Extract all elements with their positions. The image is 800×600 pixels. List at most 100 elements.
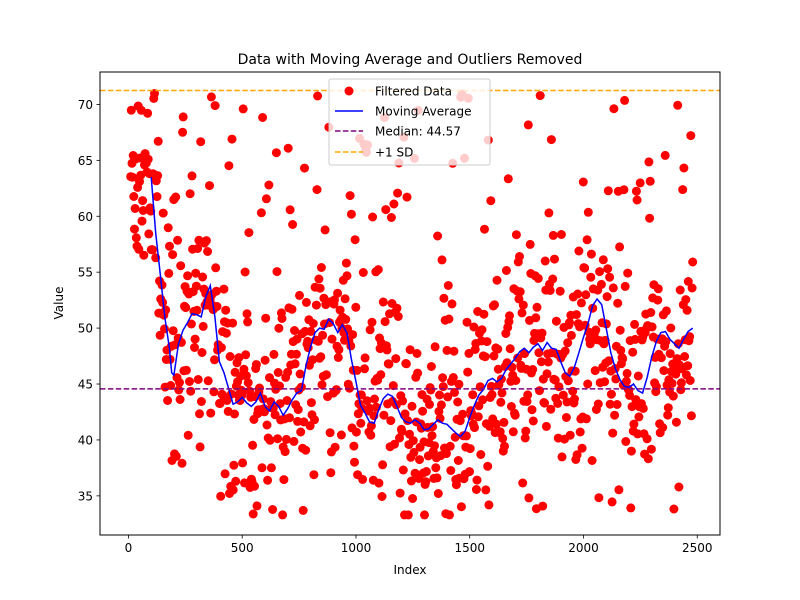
scatter-point — [356, 418, 366, 428]
scatter-point — [272, 267, 282, 277]
scatter-point — [301, 297, 311, 307]
scatter-point — [476, 450, 486, 459]
scatter-point — [518, 300, 528, 310]
scatter-point — [365, 403, 374, 413]
scatter-point — [580, 263, 590, 273]
scatter-point — [152, 192, 162, 202]
scatter-point — [612, 400, 622, 409]
scatter-point — [486, 196, 496, 206]
scatter-point — [413, 368, 423, 378]
scatter-point — [492, 275, 502, 285]
scatter-point — [635, 178, 645, 188]
scatter-point — [605, 399, 615, 409]
scatter-point — [334, 345, 344, 355]
scatter-point — [585, 339, 595, 349]
scatter-point — [506, 402, 516, 411]
scatter-point — [391, 354, 401, 364]
scatter-point — [556, 230, 566, 239]
scatter-point — [403, 510, 413, 520]
scatter-point — [368, 212, 378, 222]
scatter-point — [205, 181, 214, 191]
scatter-point — [511, 230, 521, 240]
scatter-point — [318, 330, 328, 340]
scatter-point — [271, 148, 281, 158]
scatter-point — [533, 273, 543, 283]
scatter-point — [257, 463, 267, 473]
scatter-point — [248, 509, 258, 519]
scatter-point — [653, 295, 663, 305]
scatter-point — [203, 247, 213, 256]
scatter-point — [365, 325, 375, 335]
scatter-point — [430, 342, 440, 352]
scatter-point — [537, 328, 547, 338]
scatter-point — [510, 410, 520, 420]
scatter-point — [279, 475, 289, 485]
scatter-point — [138, 196, 148, 206]
scatter-point — [320, 225, 330, 235]
scatter-point — [378, 297, 388, 307]
scatter-point — [405, 345, 415, 355]
scatter-point — [620, 281, 630, 291]
scatter-point — [544, 208, 554, 218]
scatter-point — [447, 299, 457, 309]
scatter-point — [681, 295, 691, 305]
scatter-point — [228, 318, 238, 328]
scatter-point — [469, 322, 479, 332]
scatter-point — [616, 345, 626, 355]
scatter-point — [499, 417, 509, 427]
scatter-point — [392, 303, 402, 313]
scatter-point — [252, 501, 262, 511]
scatter-point — [228, 485, 238, 495]
scatter-point — [126, 105, 136, 115]
scatter-point — [418, 406, 428, 416]
scatter-point — [427, 431, 437, 441]
scatter-point — [376, 370, 386, 380]
scatter-point — [631, 186, 641, 196]
scatter-point — [575, 427, 585, 437]
scatter-point — [350, 457, 359, 467]
scatter-point — [520, 433, 530, 443]
scatter-point — [465, 467, 474, 477]
scatter-point — [201, 236, 211, 246]
scatter-point — [570, 394, 579, 404]
scatter-point — [190, 343, 199, 352]
scatter-point — [602, 292, 612, 302]
scatter-point — [360, 353, 370, 363]
scatter-point — [407, 401, 417, 411]
scatter-point — [456, 502, 466, 512]
scatter-point — [461, 431, 471, 441]
legend-swatch-filtered-data — [344, 86, 354, 96]
scatter-point — [442, 345, 452, 355]
scatter-point — [406, 476, 416, 486]
scatter-point — [558, 390, 568, 400]
scatter-point — [565, 318, 574, 328]
scatter-point — [348, 330, 358, 340]
scatter-point — [620, 95, 630, 105]
scatter-point — [311, 300, 321, 310]
scatter-point — [301, 445, 311, 455]
scatter-point — [139, 250, 149, 260]
scatter-point — [663, 410, 673, 420]
scatter-point — [661, 306, 671, 316]
scatter-point — [193, 244, 203, 253]
scatter-point — [561, 413, 571, 422]
scatter-point — [463, 367, 473, 377]
scatter-point — [420, 510, 429, 520]
scatter-point — [360, 364, 369, 374]
scatter-point — [578, 177, 588, 187]
scatter-point — [388, 381, 398, 391]
scatter-point — [538, 501, 548, 511]
scatter-point — [614, 485, 624, 495]
scatter-point — [330, 295, 339, 305]
scatter-point — [566, 330, 576, 340]
scatter-point — [626, 446, 636, 456]
scatter-point — [583, 207, 593, 217]
scatter-point — [227, 134, 237, 144]
scatter-point — [191, 281, 201, 291]
scatter-point — [185, 189, 195, 199]
scatter-point — [573, 289, 583, 299]
scatter-point — [633, 371, 643, 381]
scatter-point — [528, 365, 538, 374]
scatter-point — [450, 387, 459, 397]
scatter-point — [517, 308, 527, 318]
